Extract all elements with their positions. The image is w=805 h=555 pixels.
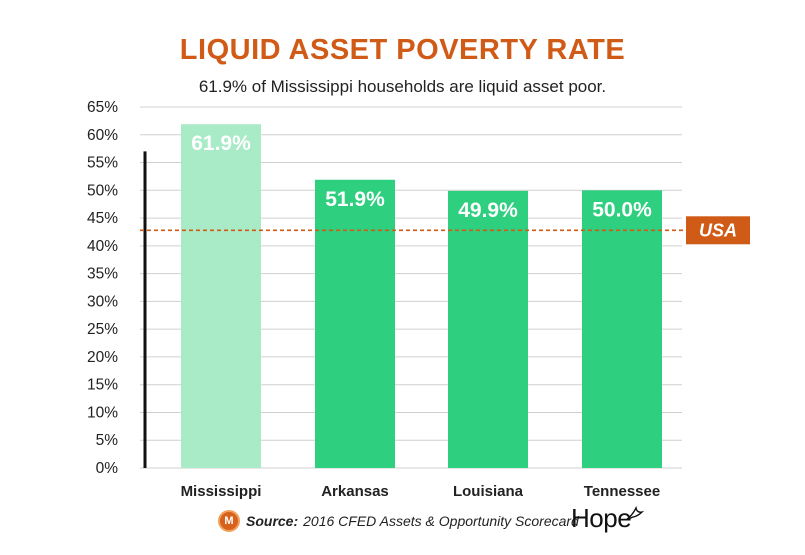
chart-title: LIQUID ASSET POVERTY RATE	[179, 34, 626, 66]
y-tick-label: 60%	[87, 127, 118, 144]
data-label: 61.9%	[191, 132, 251, 155]
y-tick-label: 20%	[87, 349, 118, 366]
y-tick-label: 5%	[96, 432, 119, 449]
data-label: 51.9%	[325, 188, 385, 211]
x-category-label: Mississippi	[181, 483, 262, 500]
source-text: 2016 CFED Assets & Opportunity Scorecard	[303, 513, 579, 529]
x-category-label: Louisiana	[453, 483, 524, 500]
y-tick-label: 65%	[87, 99, 118, 116]
y-tick-label: 15%	[87, 377, 118, 394]
source-note: M Source: 2016 CFED Assets & Opportunity…	[218, 510, 579, 532]
data-label: 50.0%	[592, 198, 652, 221]
y-tick-label: 0%	[96, 460, 119, 477]
bar	[582, 190, 662, 469]
reference-label: USA	[699, 220, 737, 240]
reference-badge	[686, 216, 750, 245]
bar	[448, 190, 528, 468]
hope-wordmark: Hope	[571, 503, 632, 533]
y-tick-label: 55%	[87, 155, 118, 172]
chart-subtitle: 61.9% of Mississippi households are liqu…	[198, 77, 607, 96]
y-tick-label: 50%	[87, 182, 118, 199]
y-tick-label: 40%	[87, 238, 118, 255]
y-tick-label: 45%	[87, 210, 118, 227]
x-category-label: Tennessee	[584, 483, 660, 500]
y-tick-label: 35%	[87, 266, 118, 283]
hope-logo-icon: M	[218, 510, 240, 532]
source-label: Source:	[246, 513, 299, 529]
data-label: 49.9%	[458, 199, 518, 222]
bar	[315, 179, 395, 469]
dove-icon	[625, 505, 644, 521]
y-tick-label: 30%	[87, 293, 118, 310]
y-tick-label: 10%	[87, 404, 118, 421]
y-tick-label: 25%	[87, 321, 118, 338]
x-category-label: Arkansas	[321, 483, 389, 500]
bar	[181, 124, 261, 469]
